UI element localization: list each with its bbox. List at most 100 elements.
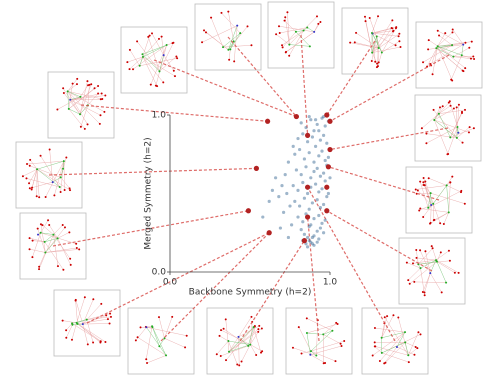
graph-node bbox=[238, 364, 241, 367]
graph-edge bbox=[310, 350, 336, 362]
graph-edge bbox=[68, 88, 95, 110]
graph-edge bbox=[438, 35, 453, 46]
graph-edge bbox=[443, 212, 449, 225]
graph-edge bbox=[428, 39, 454, 57]
point bbox=[314, 118, 318, 122]
graph-edge bbox=[430, 193, 432, 206]
point bbox=[320, 116, 324, 120]
point bbox=[323, 218, 327, 222]
graph-node bbox=[452, 55, 455, 58]
point bbox=[261, 215, 265, 219]
graph-node bbox=[99, 114, 102, 117]
graph-edge bbox=[241, 344, 251, 362]
graph-node bbox=[392, 314, 395, 317]
graph-node bbox=[398, 40, 401, 43]
graph-node bbox=[249, 343, 252, 346]
graph-edge bbox=[238, 325, 260, 338]
graph-node bbox=[380, 336, 383, 339]
graph-node bbox=[90, 83, 93, 86]
graph-edge bbox=[427, 193, 431, 208]
graph-node bbox=[25, 177, 28, 180]
graph-node bbox=[260, 351, 263, 354]
graph-edge bbox=[405, 342, 416, 348]
graph-edge bbox=[285, 17, 290, 45]
graph-edge bbox=[419, 250, 431, 274]
graph-node bbox=[36, 227, 39, 230]
graph-edge bbox=[447, 126, 458, 155]
graph-node bbox=[457, 131, 460, 134]
point bbox=[322, 133, 326, 138]
point bbox=[310, 235, 314, 240]
graph-edge bbox=[371, 32, 399, 37]
graph-node bbox=[373, 345, 376, 348]
graph-node bbox=[407, 354, 410, 357]
graph-node bbox=[375, 35, 378, 38]
point bbox=[309, 240, 313, 244]
graph-node bbox=[407, 361, 410, 364]
graph-node bbox=[455, 106, 458, 109]
graph-edge bbox=[426, 133, 457, 139]
graph-edge bbox=[53, 234, 59, 267]
graph-node bbox=[203, 29, 206, 32]
graph-node bbox=[463, 108, 466, 111]
graph-node bbox=[415, 248, 418, 251]
graph-node bbox=[420, 127, 423, 130]
graph-node bbox=[431, 247, 434, 250]
graph-node bbox=[69, 98, 72, 101]
graph-edge bbox=[310, 350, 317, 356]
graph-node bbox=[257, 330, 260, 333]
graph-node bbox=[370, 32, 373, 35]
graph-edge bbox=[381, 315, 394, 338]
graph-node bbox=[278, 25, 281, 28]
graph-node bbox=[222, 327, 225, 330]
graph-edge bbox=[80, 105, 89, 127]
point bbox=[286, 235, 290, 240]
point bbox=[290, 223, 294, 227]
connectors bbox=[48, 34, 450, 342]
point bbox=[302, 157, 306, 161]
highlight-point bbox=[324, 112, 330, 118]
graph-node bbox=[415, 256, 418, 259]
graph-edge bbox=[29, 248, 46, 253]
graph-node bbox=[451, 44, 454, 47]
graph-node bbox=[162, 54, 165, 57]
graph-node bbox=[414, 188, 417, 191]
graph-edge bbox=[223, 45, 252, 48]
graph-edge bbox=[62, 320, 77, 324]
graph-node bbox=[398, 32, 401, 35]
graph-node bbox=[331, 329, 334, 332]
point bbox=[301, 220, 305, 224]
graph-node bbox=[62, 160, 65, 163]
graph-node bbox=[99, 340, 102, 343]
graph-node bbox=[457, 271, 460, 274]
connector bbox=[86, 232, 270, 324]
graph-edge bbox=[60, 177, 70, 189]
graph-edge bbox=[314, 21, 321, 33]
graph-edge bbox=[228, 11, 234, 42]
graph-edge bbox=[408, 347, 418, 356]
graph-node bbox=[39, 231, 42, 234]
graph-edge bbox=[437, 46, 453, 81]
graph-node bbox=[176, 57, 179, 60]
graph-edge bbox=[372, 31, 394, 53]
point bbox=[312, 160, 316, 164]
graph-node bbox=[103, 110, 106, 113]
graph-node bbox=[108, 322, 111, 325]
point bbox=[315, 229, 319, 233]
graph-node bbox=[417, 331, 420, 334]
graph-node bbox=[225, 359, 228, 362]
graph-edge bbox=[275, 34, 290, 45]
graph-edge bbox=[371, 16, 379, 34]
graph-edge bbox=[29, 237, 45, 243]
graph-node bbox=[275, 33, 278, 36]
graph-node bbox=[56, 237, 59, 240]
connector bbox=[307, 216, 320, 342]
graph-edge bbox=[75, 300, 78, 324]
graph-edge bbox=[418, 261, 437, 265]
graph-node bbox=[69, 263, 72, 266]
graph-edge bbox=[436, 252, 442, 262]
graph-node bbox=[165, 354, 168, 357]
graph-node bbox=[407, 279, 410, 282]
graph-edge bbox=[37, 228, 46, 253]
